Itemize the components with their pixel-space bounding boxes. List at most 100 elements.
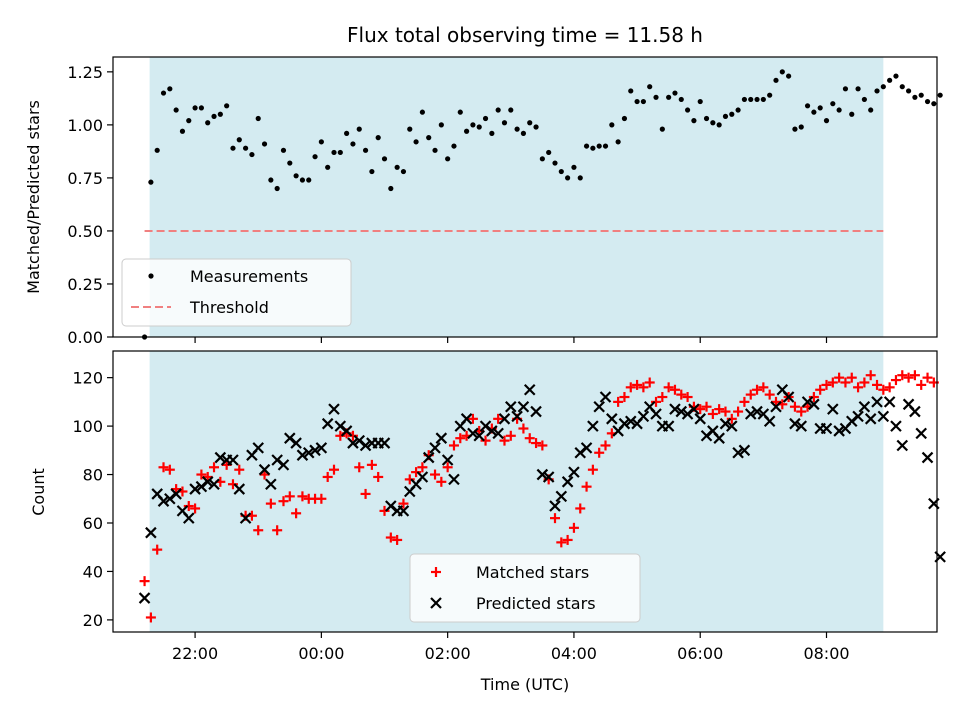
measurement-point bbox=[558, 168, 564, 175]
matched-star-point bbox=[632, 379, 643, 390]
matched-star-point bbox=[840, 377, 851, 388]
matched-star-point bbox=[619, 392, 630, 403]
matched-star-point bbox=[549, 513, 560, 524]
measurement-point bbox=[628, 88, 634, 94]
measurements-points bbox=[141, 69, 943, 340]
predicted-star-point bbox=[713, 432, 725, 444]
measurement-point bbox=[527, 120, 533, 126]
matched-star-point bbox=[164, 464, 175, 475]
matched-star-point bbox=[884, 382, 895, 393]
matched-star-point bbox=[265, 498, 276, 509]
predicted-star-point bbox=[801, 396, 814, 408]
x-tick-label: 02:00 bbox=[425, 644, 471, 663]
measurement-point bbox=[362, 147, 369, 153]
measurement-point bbox=[937, 92, 943, 98]
matched-star-point bbox=[562, 534, 573, 545]
matched-star-point bbox=[600, 440, 611, 451]
matched-star-point bbox=[493, 413, 504, 424]
x-tick-label: 04:00 bbox=[551, 644, 597, 663]
matched-star-point bbox=[695, 404, 706, 415]
matched-star-point bbox=[196, 469, 207, 480]
measurement-point bbox=[192, 105, 198, 111]
matched-stars-points bbox=[139, 370, 939, 623]
predicted-star-point bbox=[669, 403, 681, 415]
matched-star-point bbox=[846, 372, 857, 383]
predicted-star-point bbox=[460, 413, 473, 425]
matched-star-point bbox=[808, 392, 819, 403]
x-tick-label: 06:00 bbox=[677, 644, 723, 663]
matched-star-point bbox=[827, 377, 838, 388]
predicted-star-point bbox=[877, 410, 890, 423]
measurement-point bbox=[716, 122, 722, 128]
measurement-point bbox=[211, 113, 217, 119]
predicted-star-point bbox=[397, 505, 410, 517]
measurement-point bbox=[880, 84, 886, 90]
predicted-star-point bbox=[921, 451, 934, 464]
measurement-point bbox=[160, 90, 167, 96]
measurement-point bbox=[400, 168, 407, 175]
bottom-y-axis-label: Count bbox=[29, 468, 48, 516]
matched-star-point bbox=[183, 501, 194, 512]
predicted-star-point bbox=[359, 439, 372, 452]
measurement-point bbox=[489, 130, 495, 136]
measurement-point bbox=[445, 156, 451, 162]
measurement-point bbox=[287, 160, 293, 166]
matched-star-point bbox=[890, 375, 901, 386]
matched-star-point bbox=[385, 532, 396, 543]
matched-star-point bbox=[720, 406, 731, 417]
predicted-star-point bbox=[498, 413, 511, 425]
predicted-star-point bbox=[871, 396, 883, 408]
matched-star-point bbox=[568, 522, 579, 533]
matched-star-point bbox=[373, 471, 384, 482]
measurement-point bbox=[476, 124, 482, 130]
measurement-point bbox=[274, 185, 280, 192]
y-tick-label: 40 bbox=[83, 562, 103, 581]
legend-matched-label: Matched stars bbox=[476, 563, 589, 582]
measurement-point bbox=[495, 107, 501, 113]
measurement-point bbox=[811, 109, 817, 115]
matched-star-point bbox=[764, 389, 775, 400]
measurement-point bbox=[565, 175, 571, 181]
measurement-point bbox=[571, 164, 577, 170]
predicted-star-point bbox=[429, 442, 441, 454]
matched-star-point bbox=[897, 370, 908, 381]
predicted-star-point bbox=[694, 413, 706, 425]
matched-star-point bbox=[467, 413, 478, 424]
predicted-star-point bbox=[915, 427, 927, 440]
matched-star-point bbox=[366, 459, 377, 470]
measurement-point bbox=[842, 86, 849, 92]
measurement-point bbox=[539, 156, 545, 162]
measurement-point bbox=[546, 149, 552, 156]
measurement-point bbox=[198, 105, 204, 111]
matched-star-point bbox=[278, 496, 289, 507]
matched-star-point bbox=[316, 493, 327, 504]
measurement-point bbox=[299, 177, 306, 183]
matched-star-point bbox=[865, 370, 876, 381]
matched-star-point bbox=[139, 576, 150, 587]
legend-matched-marker bbox=[431, 567, 441, 577]
measurement-point bbox=[722, 113, 729, 119]
predicted-star-point bbox=[422, 451, 435, 464]
predicted-star-point bbox=[593, 400, 605, 413]
predicted-star-point bbox=[852, 410, 864, 423]
measurement-point bbox=[634, 98, 640, 105]
matched-star-point bbox=[152, 544, 163, 555]
matched-star-point bbox=[657, 392, 668, 403]
legend-measurements-marker bbox=[148, 273, 154, 279]
predicted-star-point bbox=[808, 398, 820, 411]
measurement-point bbox=[849, 111, 855, 117]
predicted-star-point bbox=[827, 403, 839, 415]
predicted-star-point bbox=[227, 454, 239, 466]
measurement-point bbox=[426, 135, 432, 141]
matched-star-point bbox=[834, 372, 845, 383]
matched-star-point bbox=[587, 464, 598, 475]
matched-star-point bbox=[209, 462, 220, 473]
matched-star-point bbox=[575, 503, 586, 514]
predicted-star-point bbox=[189, 483, 201, 495]
measurement-point bbox=[482, 115, 489, 122]
measurement-point bbox=[552, 160, 558, 166]
measurement-point bbox=[912, 94, 918, 100]
measurement-point bbox=[596, 143, 602, 149]
predicted-star-point bbox=[606, 413, 618, 425]
measurement-point bbox=[224, 103, 230, 109]
